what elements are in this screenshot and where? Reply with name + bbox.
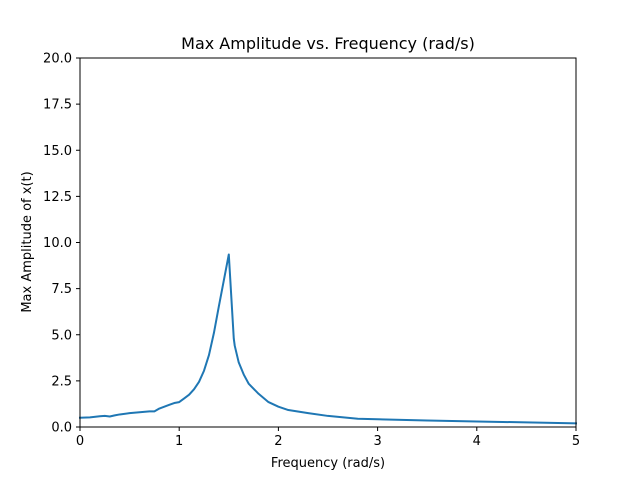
chart-title: Max Amplitude vs. Frequency (rad/s) bbox=[181, 34, 475, 53]
x-tick-label: 2 bbox=[274, 434, 282, 449]
y-axis: 0.0 2.5 5.0 7.5 10.0 12.5 15.0 17.5 20.0 bbox=[43, 52, 80, 436]
y-tick-label: 7.5 bbox=[51, 282, 72, 297]
x-tick-label: 5 bbox=[572, 434, 580, 449]
y-tick-label: 2.5 bbox=[51, 374, 72, 389]
x-tick-label: 4 bbox=[473, 434, 481, 449]
series-line-0 bbox=[78, 253, 578, 425]
x-tick-label: 1 bbox=[175, 434, 183, 449]
y-tick-label: 20.0 bbox=[43, 52, 72, 67]
y-axis-label: Max Amplitude of x(t) bbox=[20, 171, 35, 312]
x-tick-label: 0 bbox=[76, 434, 84, 449]
x-tick-label: 3 bbox=[373, 434, 381, 449]
y-tick-label: 10.0 bbox=[43, 236, 72, 251]
y-tick-label: 15.0 bbox=[43, 144, 72, 159]
y-tick-label: 0.0 bbox=[51, 421, 72, 436]
x-axis: 0 1 2 3 4 5 bbox=[76, 427, 580, 449]
y-tick-label: 12.5 bbox=[43, 190, 72, 205]
x-axis-label: Frequency (rad/s) bbox=[271, 456, 385, 471]
y-tick-label: 17.5 bbox=[43, 98, 72, 113]
y-tick-label: 5.0 bbox=[51, 328, 72, 343]
